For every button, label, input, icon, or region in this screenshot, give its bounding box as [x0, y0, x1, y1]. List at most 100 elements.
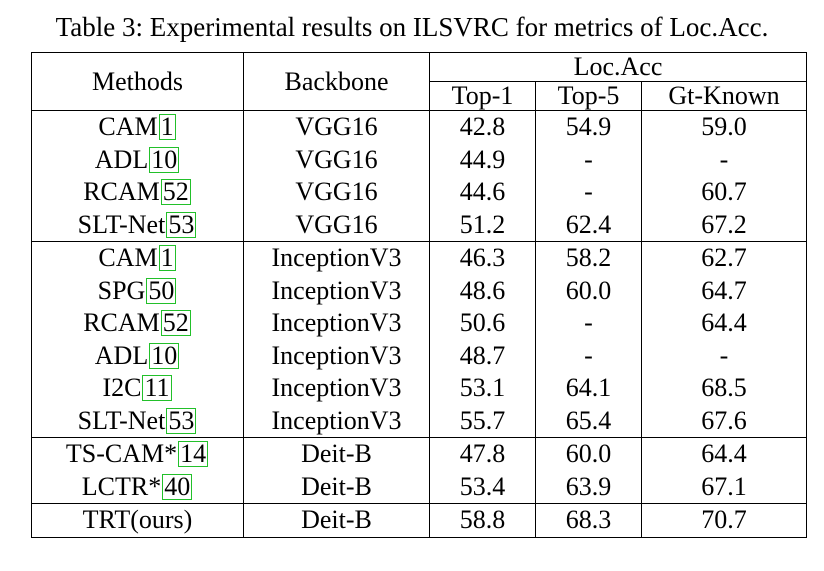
method-cell: RCAM 52	[31, 307, 244, 340]
method-name: TS-CAM*	[65, 439, 178, 468]
method-name: SPG	[97, 275, 146, 305]
results-table: Methods Backbone Loc.Acc Top-1 Top-5 Gt-…	[31, 52, 808, 538]
table-row: SLT-Net 53 InceptionV3 55.7 65.4 67.6	[31, 404, 808, 438]
method-name: CAM	[98, 112, 158, 141]
gt-known-cell: 64.4	[641, 437, 808, 471]
citation-link[interactable]: 10	[149, 340, 180, 370]
method-cell: LCTR* 40	[31, 470, 244, 504]
citation-link[interactable]: 14	[178, 439, 209, 468]
header-loc-acc: Loc.Acc	[429, 52, 808, 82]
citation-link[interactable]: 1	[158, 243, 176, 272]
top5-cell: 65.4	[535, 404, 642, 438]
top5-cell: 54.9	[535, 110, 642, 144]
table-row: SPG 50 InceptionV3 48.6 60.0 64.7	[31, 274, 808, 307]
backbone-cell: VGG16	[243, 110, 430, 144]
top1-cell: 44.9	[429, 143, 536, 176]
method-cell: SPG 50	[31, 274, 244, 307]
gt-known-cell: 67.1	[641, 470, 808, 504]
method-name: ADL	[94, 144, 149, 174]
top5-cell: 64.1	[535, 372, 642, 405]
citation-link[interactable]: 52	[160, 308, 191, 337]
gt-known-cell: 64.7	[641, 274, 808, 307]
table-row: I2C 11 InceptionV3 53.1 64.1 68.5	[31, 372, 808, 405]
table-row: SLT-Net 53 VGG16 51.2 62.4 67.2	[31, 208, 808, 242]
citation-link[interactable]: 1	[158, 112, 176, 141]
citation-link[interactable]: 53	[166, 405, 197, 435]
gt-known-cell: 64.4	[641, 307, 808, 340]
top1-cell: 44.6	[429, 176, 536, 209]
table-row: CAM 1 InceptionV3 46.3 58.2 62.7	[31, 241, 808, 275]
top5-cell: -	[535, 339, 642, 372]
citation-link[interactable]: 53	[166, 209, 197, 239]
backbone-cell: Deit-B	[243, 437, 430, 471]
top1-cell: 53.1	[429, 372, 536, 405]
top1-cell: 42.8	[429, 110, 536, 144]
method-cell: CAM 1	[31, 110, 244, 144]
table-row: TRT(ours) Deit-B 58.8 68.3 70.7	[31, 503, 808, 538]
method-name: SLT-Net	[77, 209, 166, 239]
gt-known-cell: -	[641, 143, 808, 176]
table-caption: Table 3: Experimental results on ILSVRC …	[55, 12, 769, 42]
method-cell: CAM 1	[31, 241, 244, 275]
method-name: RCAM	[83, 177, 160, 206]
backbone-cell: InceptionV3	[243, 372, 430, 405]
citation-link[interactable]: 40	[162, 471, 193, 501]
table-row: CAM 1 VGG16 42.8 54.9 59.0	[31, 110, 808, 144]
method-name: CAM	[98, 243, 158, 272]
backbone-cell: VGG16	[243, 176, 430, 209]
gt-known-cell: -	[641, 339, 808, 372]
citation-link[interactable]: 50	[146, 275, 177, 305]
gt-known-cell: 67.2	[641, 208, 808, 242]
top5-cell: -	[535, 143, 642, 176]
table-row: ADL 10 InceptionV3 48.7- -	[31, 339, 808, 372]
top5-cell: -	[535, 176, 642, 209]
top5-cell: 60.0	[535, 437, 642, 471]
method-name: SLT-Net	[77, 405, 166, 435]
top1-cell: 46.3	[429, 241, 536, 275]
top5-cell: 68.3	[535, 503, 642, 538]
gt-known-cell: 62.7	[641, 241, 808, 275]
gt-known-cell: 70.7	[641, 503, 808, 538]
top1-cell: 55.7	[429, 404, 536, 438]
top1-cell: 51.2	[429, 208, 536, 242]
method-name: RCAM	[83, 308, 160, 337]
method-name: TRT(ours)	[82, 505, 193, 534]
citation-link[interactable]: 11	[142, 373, 172, 402]
backbone-cell: InceptionV3	[243, 307, 430, 340]
backbone-cell: InceptionV3	[243, 241, 430, 275]
method-cell: I2C 11	[31, 372, 244, 405]
table-row: ADL 10 VGG16 44.9- -	[31, 143, 808, 176]
header-gt-known: Gt-Known	[641, 81, 808, 111]
table-body: CAM 1 VGG16 42.8 54.9 59.0 ADL 10 VGG16 44.9- - RCA…	[31, 110, 808, 538]
table-row: TS-CAM* 14 Deit-B 47.8 60.0 64.4	[31, 437, 808, 471]
method-name: LCTR*	[81, 471, 162, 501]
backbone-cell: InceptionV3	[243, 339, 430, 372]
top1-cell: 47.8	[429, 437, 536, 471]
header-methods: Methods	[31, 52, 244, 111]
gt-known-cell: 67.6	[641, 404, 808, 438]
citation-link[interactable]: 10	[149, 144, 180, 174]
header-top5: Top-5	[535, 81, 642, 111]
method-name: I2C	[102, 373, 142, 402]
top1-cell: 48.7	[429, 339, 536, 372]
backbone-cell: InceptionV3	[243, 404, 430, 438]
top1-cell: 58.8	[429, 503, 536, 538]
table-header: Methods Backbone Loc.Acc Top-1 Top-5 Gt-…	[31, 52, 808, 111]
backbone-cell: InceptionV3	[243, 274, 430, 307]
backbone-cell: VGG16	[243, 143, 430, 176]
gt-known-cell: 59.0	[641, 110, 808, 144]
method-cell: ADL 10	[31, 143, 244, 176]
backbone-cell: Deit-B	[243, 503, 430, 538]
citation-link[interactable]: 52	[160, 177, 191, 206]
method-name: ADL	[94, 340, 149, 370]
method-cell: TRT(ours)	[31, 503, 244, 538]
top1-cell: 48.6	[429, 274, 536, 307]
table-row: RCAM 52 VGG16 44.6-60.7	[31, 176, 808, 209]
top5-cell: 58.2	[535, 241, 642, 275]
top5-cell: 63.9	[535, 470, 642, 504]
table-row: LCTR* 40 Deit-B 53.4 63.9 67.1	[31, 470, 808, 504]
gt-known-cell: 60.7	[641, 176, 808, 209]
backbone-cell: VGG16	[243, 208, 430, 242]
top1-cell: 53.4	[429, 470, 536, 504]
table-row: RCAM 52 InceptionV3 50.6-64.4	[31, 307, 808, 340]
